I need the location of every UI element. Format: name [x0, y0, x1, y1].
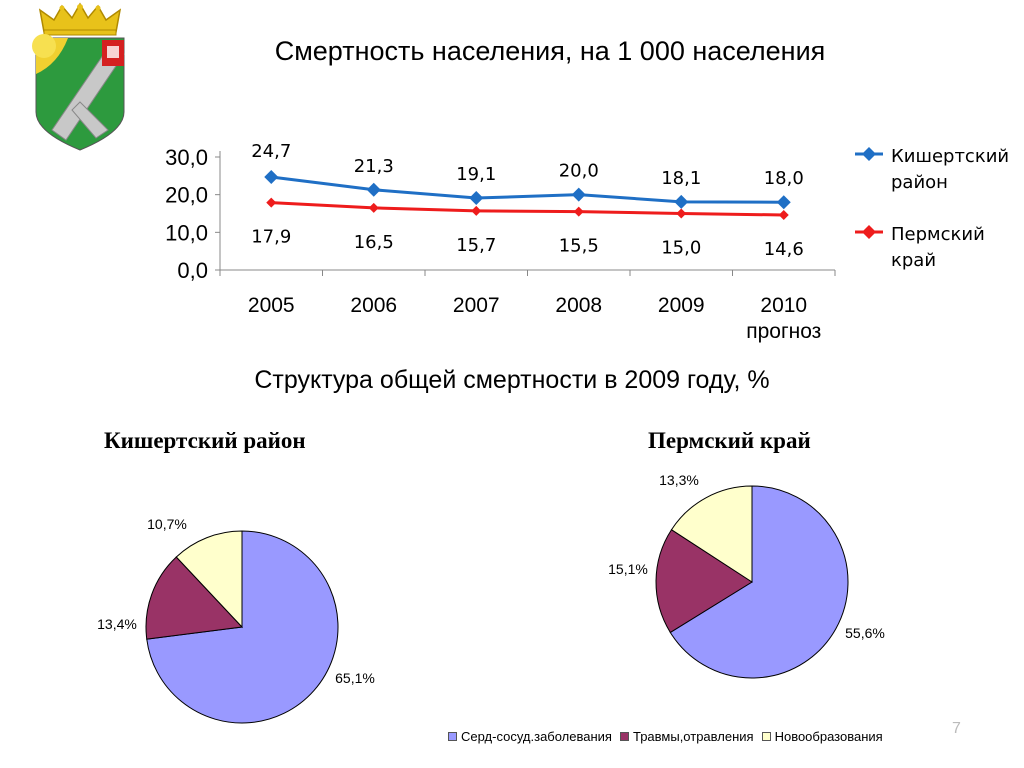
data-label: 24,7 [251, 141, 291, 162]
legend-swatch-neoplasm [761, 732, 771, 741]
legend-label-cardio: Серд-сосуд.заболевания [461, 729, 612, 744]
pie-slice [655, 529, 753, 634]
legend-label-2: Пермский [891, 224, 985, 245]
pie-slice [145, 556, 244, 640]
pie-slice-label: 13,4% [97, 616, 137, 632]
data-label: 19,1 [456, 164, 496, 185]
x-tick-sublabel: прогноз [746, 320, 821, 343]
data-label: 16,5 [354, 232, 394, 253]
series-point-2 [471, 205, 482, 216]
pie-slice-label: 10,7% [147, 516, 187, 532]
pie-perm: 55,6% 15,1% 13,3% [608, 472, 885, 679]
pie-slice-label: 65,1% [335, 670, 375, 686]
coat-of-arms-icon [32, 2, 125, 151]
pie-kishert: 65,1% 13,4% 10,7% [97, 516, 375, 724]
pie-slice-label: 15,1% [608, 561, 648, 577]
series-point-1 [674, 194, 689, 209]
series-point-1 [366, 182, 381, 197]
pie-perm-title: Пермский край [648, 428, 811, 453]
data-label: 18,0 [764, 168, 804, 189]
data-label: 21,3 [354, 156, 394, 177]
pie-charts: 65,1% 13,4% 10,7% 55,6% 15,1% 13,3% [97, 472, 885, 724]
data-label: 20,0 [559, 161, 599, 182]
line-chart: 0,0 10,0 20,0 30,0 2005 2006 2007 2008 2009 2010 п… [165, 141, 1009, 343]
legend-item-cardio: Серд-сосуд.заболевания [448, 729, 612, 744]
legend-swatch-injury [619, 732, 629, 741]
pie-slice [175, 530, 243, 629]
legend-marker-1 [862, 147, 876, 161]
legend-item-neoplasm: Новообразования [761, 729, 883, 744]
pie-slice [669, 485, 849, 679]
legend-label-1: район [891, 172, 948, 193]
x-tick-label: 2008 [555, 294, 602, 317]
section-subtitle: Структура общей смертности в 2009 году, … [254, 366, 770, 394]
data-label: 15,0 [661, 238, 701, 259]
legend-label-neoplasm: Новообразования [774, 729, 883, 744]
x-tick-label: 2005 [248, 294, 295, 317]
series-point-2 [573, 206, 584, 217]
line-chart-series [264, 169, 791, 221]
data-label: 18,1 [661, 168, 701, 189]
data-label: 15,5 [559, 236, 599, 257]
series-point-2 [778, 210, 789, 221]
pie-slice [670, 485, 753, 583]
legend-label-2: край [891, 250, 936, 271]
pie-slice-label: 13,3% [659, 472, 699, 488]
series-point-2 [266, 197, 277, 208]
line-chart-legend: Кишертский район Пермский край [855, 146, 1009, 271]
data-label: 14,6 [764, 239, 804, 260]
data-label: 15,7 [456, 235, 496, 256]
series-point-1 [469, 191, 484, 206]
slide-title: Смертность населения, на 1 000 населения [274, 36, 826, 66]
x-tick-label: 2006 [350, 294, 397, 317]
x-tick-label: 2007 [453, 294, 500, 317]
pie-legend: Серд-сосуд.заболевания Травмы,отравления… [448, 729, 883, 744]
y-tick-label: 20,0 [165, 183, 208, 208]
series-point-2 [368, 202, 379, 213]
series-line-2 [271, 201, 784, 217]
x-tick-label: 2010 [760, 294, 807, 317]
legend-label-injury: Травмы,отравления [632, 729, 754, 744]
series-point-2 [676, 208, 687, 219]
page-number: 7 [952, 720, 961, 737]
legend-swatch-cardio [448, 732, 457, 741]
series-point-1 [571, 187, 586, 202]
legend-marker-2 [862, 225, 876, 239]
legend-item-injury: Травмы,отравления [619, 729, 754, 744]
series-point-1 [776, 195, 791, 210]
y-tick-label: 0,0 [177, 258, 208, 283]
y-tick-label: 30,0 [165, 145, 208, 170]
y-tick-label: 10,0 [165, 220, 208, 245]
line-chart-labels: 24,7 21,3 19,1 20,0 18,1 18,0 17,9 16,5 15,7 15,5… [251, 141, 804, 260]
x-tick-label: 2009 [658, 294, 705, 317]
pie-slice-label: 55,6% [845, 625, 885, 641]
line-chart-axes: 0,0 10,0 20,0 30,0 2005 2006 2007 2008 2009 2010 п… [165, 145, 836, 343]
legend-label-1: Кишертский [891, 146, 1009, 167]
pie-kishert-title: Кишертский район [104, 428, 306, 453]
data-label: 17,9 [251, 227, 291, 248]
series-point-1 [264, 169, 279, 184]
series-line-1 [271, 175, 784, 204]
